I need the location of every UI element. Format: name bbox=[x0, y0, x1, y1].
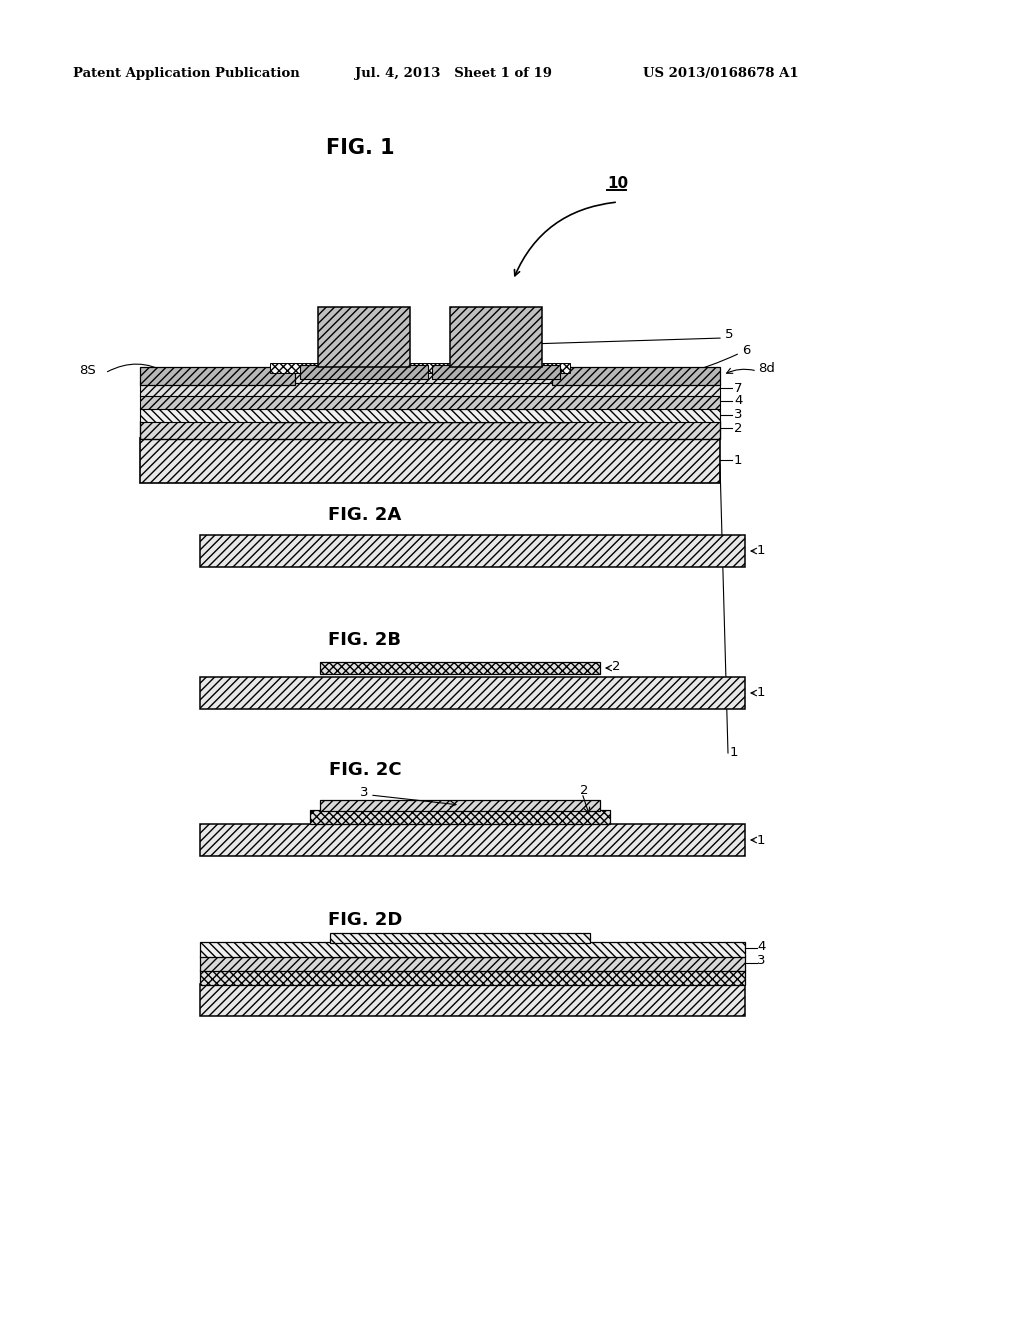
Text: 3: 3 bbox=[757, 954, 766, 968]
Bar bbox=[310, 946, 610, 957]
Text: Patent Application Publication: Patent Application Publication bbox=[73, 67, 300, 81]
Text: 4: 4 bbox=[757, 940, 765, 953]
Text: 1: 1 bbox=[734, 454, 742, 466]
Bar bbox=[140, 367, 295, 385]
Text: 5: 5 bbox=[725, 329, 733, 342]
Bar bbox=[200, 824, 745, 855]
Text: 2: 2 bbox=[580, 784, 589, 796]
Bar bbox=[200, 970, 745, 985]
Bar bbox=[310, 810, 610, 824]
Bar bbox=[270, 392, 570, 409]
Bar bbox=[140, 395, 720, 409]
Bar bbox=[200, 956, 745, 972]
Text: FIG. 2D: FIG. 2D bbox=[328, 911, 402, 929]
Text: 1: 1 bbox=[757, 544, 766, 557]
Bar bbox=[319, 800, 600, 810]
Text: 2: 2 bbox=[612, 660, 621, 673]
Bar bbox=[200, 677, 745, 709]
Bar bbox=[200, 942, 745, 957]
Text: FIG. 2B: FIG. 2B bbox=[329, 631, 401, 649]
Text: US 2013/0168678 A1: US 2013/0168678 A1 bbox=[643, 67, 799, 81]
Bar bbox=[270, 404, 570, 422]
Bar bbox=[330, 933, 590, 942]
Text: 8S: 8S bbox=[80, 363, 96, 376]
Text: 10: 10 bbox=[607, 176, 629, 190]
Text: 3: 3 bbox=[734, 408, 742, 421]
Text: 3: 3 bbox=[360, 785, 369, 799]
Bar bbox=[200, 983, 745, 1016]
Text: 2: 2 bbox=[734, 421, 742, 434]
Bar bbox=[432, 366, 560, 379]
Bar bbox=[300, 366, 428, 379]
Text: 1: 1 bbox=[757, 686, 766, 700]
Text: 1: 1 bbox=[730, 747, 738, 759]
Bar bbox=[552, 367, 720, 385]
Bar bbox=[450, 308, 542, 367]
Bar bbox=[140, 381, 720, 396]
Text: Jul. 4, 2013   Sheet 1 of 19: Jul. 4, 2013 Sheet 1 of 19 bbox=[355, 67, 552, 81]
Text: FIG. 2A: FIG. 2A bbox=[329, 506, 401, 524]
Bar bbox=[270, 379, 570, 396]
Bar bbox=[310, 956, 610, 972]
Bar bbox=[140, 408, 720, 422]
Bar bbox=[200, 535, 745, 568]
Bar bbox=[140, 421, 720, 440]
Bar bbox=[319, 663, 600, 675]
Bar bbox=[270, 363, 570, 374]
Text: 7: 7 bbox=[734, 381, 742, 395]
Text: FIG. 1: FIG. 1 bbox=[326, 139, 394, 158]
Bar bbox=[318, 308, 410, 367]
Text: 8d: 8d bbox=[758, 362, 775, 375]
Text: 6: 6 bbox=[742, 343, 751, 356]
Bar bbox=[270, 366, 570, 383]
Text: FIG. 2C: FIG. 2C bbox=[329, 762, 401, 779]
Text: 1: 1 bbox=[757, 833, 766, 846]
Text: 4: 4 bbox=[734, 395, 742, 408]
Bar bbox=[140, 438, 720, 483]
